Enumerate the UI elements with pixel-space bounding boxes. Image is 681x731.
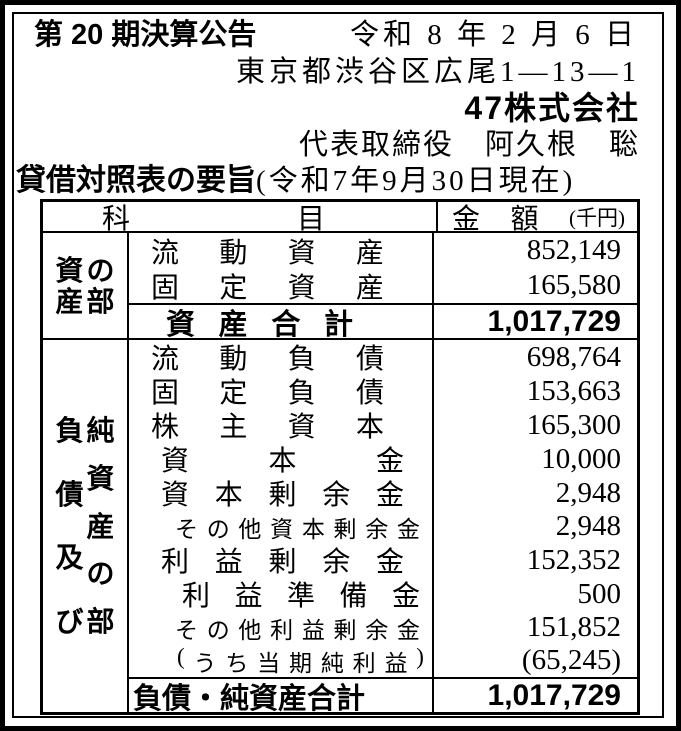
item-label-text: 資本金 <box>161 446 404 477</box>
amount-value: 165,300 <box>432 408 637 442</box>
section-rows: 流動負債 698,764 固定負債 153,663 株主資本 165,300 資本金 10,0… <box>129 340 637 715</box>
amount-value: 165,580 <box>432 268 637 303</box>
section-group-label-cell: 資産の部 <box>43 233 129 338</box>
amount-value: 500 <box>432 577 637 611</box>
item-label-text: 資産合計 <box>166 308 353 341</box>
amount-value: (65,245) <box>432 644 637 677</box>
item-label: 流動資産 <box>129 233 432 269</box>
table-row: 株主資本 165,300 <box>129 408 637 443</box>
group-label-column: 資産 <box>55 254 84 317</box>
item-label-text: 流動負債 <box>151 344 384 375</box>
company-address: 東京都渋谷区広尾1—13—1 <box>235 56 640 88</box>
section-group-label-cell: 負債及び純資産の部 <box>43 340 129 712</box>
report-asof-date: (令和7年9月30日現在) <box>256 165 576 197</box>
item-label: その他利益剰余金 <box>129 611 432 644</box>
total-amount: 1,017,729 <box>432 679 637 712</box>
table-row: その他利益剰余金 151,852 <box>129 611 637 644</box>
total-amount: 1,017,729 <box>432 305 637 338</box>
section-group-label: 資産の部 <box>55 255 115 317</box>
table-row: (うち当期純利益) (65,245) <box>129 644 637 677</box>
section-group-label: 負債及び純資産の部 <box>55 415 115 637</box>
item-label: (うち当期純利益) <box>129 644 432 677</box>
item-label: 流動負債 <box>129 340 432 375</box>
table-header-row: 科目 金額 (千円) <box>43 202 637 235</box>
item-label-text: その他資本剰余金 <box>175 516 420 542</box>
total-row: 資産合計 1,017,729 <box>129 303 637 341</box>
assets-section: 資産の部 流動資産 852,149 固定資産 165,580 資産合計 1,017,729 <box>43 233 637 341</box>
amount-value: 2,948 <box>432 510 637 543</box>
table-row: 流動負債 698,764 <box>129 340 637 375</box>
report-title-line: 貸借対照表の要旨(令和7年9月30日現在) <box>16 163 640 199</box>
total-label: 負債・純資産合計 <box>133 682 366 715</box>
item-label-text: 固定負債 <box>151 378 384 409</box>
header-line-1: 第 20 期決算公告 令和 8 年 2 月 6 日 <box>16 17 640 54</box>
item-label-text: 利益準備金 <box>182 581 420 612</box>
item-label-text: (うち当期純利益) <box>177 643 424 676</box>
item-label-text: 固定資産 <box>151 272 384 304</box>
table-row: 資本剰余金 2,948 <box>129 476 637 511</box>
announcement-date: 令和 8 年 2 月 6 日 <box>349 19 638 51</box>
table-row: 資本金 10,000 <box>129 442 637 477</box>
company-name: 47株式会社 <box>464 90 640 126</box>
item-label: 固定負債 <box>129 374 432 409</box>
column-header-amount: 金額 (千円) <box>436 202 637 235</box>
group-label-column: 負債及び <box>55 415 84 637</box>
table-row: 流動資産 852,149 <box>129 233 637 269</box>
report-title: 貸借対照表の要旨 <box>16 164 256 197</box>
total-label: 資産合計 <box>129 305 432 341</box>
balance-sheet-table: 科目 金額 (千円) 資産の部流動資産 852,149 固定資産 165,580 資産合計… <box>40 199 640 715</box>
table-row: 利益剰余金 152,352 <box>129 543 637 578</box>
liabilities-equity-section: 負債及び純資産の部 流動負債 698,764 固定負債 153,663 株主資本 165,3… <box>43 338 637 715</box>
item-label-text: 株主資本 <box>151 412 384 443</box>
item-label-text: その他利益剰余金 <box>175 617 420 643</box>
amount-unit-label: (千円) <box>569 205 625 230</box>
group-label-column: の部 <box>86 254 115 317</box>
item-label: 利益剰余金 <box>129 543 432 578</box>
table-body: 資産の部流動資産 852,149 固定資産 165,580 資産合計 1,017,729 負… <box>43 233 637 715</box>
table-row: 固定負債 153,663 <box>129 374 637 409</box>
item-label-text: 利益剰余金 <box>161 547 404 578</box>
amount-value: 2,948 <box>432 476 637 510</box>
amount-value: 151,852 <box>432 611 637 644</box>
amount-value: 152,352 <box>432 543 637 577</box>
amount-value: 10,000 <box>432 442 637 476</box>
total-row: 負債・純資産合計 1,017,729 <box>129 677 637 715</box>
amount-value: 852,149 <box>432 233 637 268</box>
amount-value: 698,764 <box>432 340 637 374</box>
item-label-text: 資本剰余金 <box>161 480 404 511</box>
announcement-inner-frame: 第 20 期決算公告 令和 8 年 2 月 6 日 東京都渋谷区広尾1—13—1… <box>12 12 664 718</box>
table-row: 利益準備金 500 <box>129 577 637 612</box>
item-label-text: 流動資産 <box>151 237 384 269</box>
item-label: 資本剰余金 <box>129 476 432 511</box>
section-rows: 流動資産 852,149 固定資産 165,580 資産合計 1,017,729 <box>129 233 637 341</box>
table-row: その他資本剰余金 2,948 <box>129 510 637 543</box>
item-label: 株主資本 <box>129 408 432 443</box>
announcement-title: 第 20 期決算公告 <box>34 19 257 51</box>
table-row: 固定資産 165,580 <box>129 268 637 304</box>
item-label: その他資本剰余金 <box>129 510 432 543</box>
item-label: 利益準備金 <box>129 577 432 612</box>
column-header-item: 科目 <box>102 203 325 235</box>
item-label: 資本金 <box>129 442 432 477</box>
item-label: 固定資産 <box>129 268 432 304</box>
representative-name: 代表取締役 阿久根 聡 <box>298 129 640 161</box>
amount-value: 153,663 <box>432 374 637 408</box>
group-label-column: 純資産の部 <box>86 415 115 637</box>
